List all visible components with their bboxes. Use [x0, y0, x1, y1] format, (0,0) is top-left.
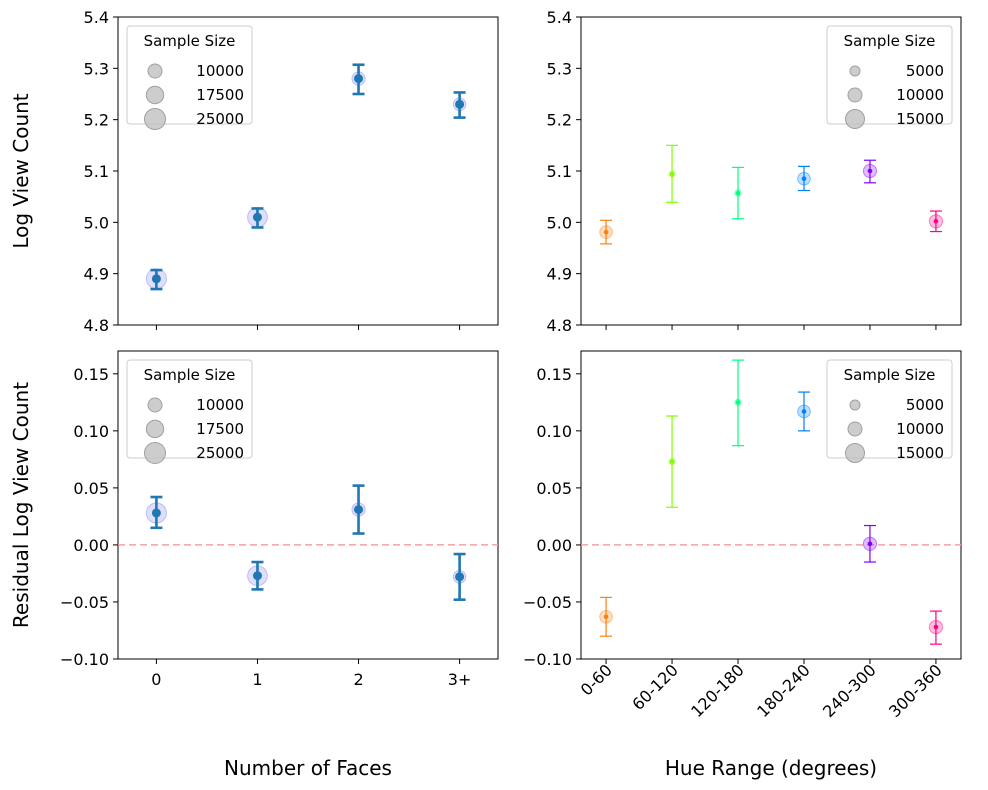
ytick-label: 0.05	[73, 479, 109, 498]
ytick-label: 5.2	[84, 111, 109, 130]
xtick-label: 2	[353, 670, 363, 689]
legend-label: 15000	[896, 110, 944, 128]
data-point	[867, 168, 873, 174]
legend-marker	[847, 421, 863, 437]
xtick-label: 300-360	[885, 660, 946, 721]
legend-title: Sample Size	[844, 366, 936, 384]
legend-label: 10000	[896, 86, 944, 104]
xtick-label: 3+	[448, 670, 472, 689]
data-point	[933, 219, 939, 224]
legend-marker	[849, 65, 861, 77]
ytick-label: 0.00	[73, 536, 109, 555]
legend-label: 10000	[196, 62, 244, 80]
ytick-label: 0.00	[536, 536, 572, 555]
data-point	[151, 274, 161, 284]
legend-marker	[145, 85, 165, 105]
data-point	[867, 541, 873, 547]
ylabel-top: Log View Count	[9, 93, 33, 248]
legend-label: 25000	[196, 110, 244, 128]
ytick-label: 5.1	[84, 162, 109, 181]
legend-marker	[849, 399, 861, 411]
ytick-label: 5.1	[547, 162, 572, 181]
xlabel-right: Hue Range (degrees)	[665, 756, 877, 780]
data-point	[933, 624, 939, 630]
xtick-label: 60-120	[628, 660, 682, 714]
data-point	[603, 614, 609, 620]
ytick-label: 5.0	[84, 213, 109, 232]
ytick-label: 5.0	[547, 213, 572, 232]
ytick-label: 0.10	[536, 422, 572, 441]
panel-top-right: 4.8 4.9 5.0 5.1 5.2 5.3 5.4 Sample Size 5000 1000…	[547, 8, 962, 335]
ylabel-bottom: Residual Log View Count	[9, 382, 33, 628]
xtick-label: 0-60	[577, 660, 616, 699]
ytick-label: −0.10	[60, 650, 109, 669]
legend-label: 25000	[196, 444, 244, 462]
ytick-label: 0.15	[73, 365, 109, 384]
panel-bottom-left: −0.10 −0.05 0.00 0.05 0.10 0.15 0 1 2 3+ Sample Si…	[60, 350, 499, 689]
data-point	[354, 505, 364, 515]
ytick-label: 5.2	[547, 111, 572, 130]
xtick-label: 1	[252, 670, 262, 689]
ytick-label: 5.4	[84, 8, 109, 27]
legend-marker	[847, 87, 863, 103]
data-point	[455, 99, 465, 109]
legend-marker	[144, 442, 166, 464]
legend-label: 5000	[906, 62, 944, 80]
ytick-label: 4.8	[547, 316, 572, 335]
axes-frame	[117, 350, 499, 660]
panel-top-left: 4.8 4.9 5.0 5.1 5.2 5.3 5.4 Sample Size 10000 175…	[84, 8, 499, 335]
data-point	[252, 212, 262, 222]
data-point	[354, 74, 364, 84]
xtick-label: 120-180	[687, 660, 748, 721]
data-point	[669, 459, 675, 464]
ytick-label: 4.9	[547, 265, 572, 284]
ytick-label: 0.05	[536, 479, 572, 498]
data-point	[603, 229, 609, 235]
data-point	[735, 400, 741, 405]
legend-marker	[145, 419, 165, 439]
ytick-label: 0.15	[536, 365, 572, 384]
ytick-label: 5.4	[547, 8, 572, 27]
legend: Sample Size 5000 10000 15000	[826, 25, 953, 129]
ytick-label: 5.3	[547, 59, 572, 78]
legend-label: 17500	[196, 86, 244, 104]
legend-marker	[147, 397, 163, 413]
ytick-label: −0.05	[523, 593, 572, 612]
data-point	[252, 571, 262, 581]
legend: Sample Size 10000 17500 25000	[126, 25, 253, 130]
ytick-label: 5.3	[84, 59, 109, 78]
legend-title: Sample Size	[844, 32, 936, 50]
legend-marker	[144, 108, 166, 130]
xtick-label: 180-240	[753, 660, 814, 721]
axes-frame	[580, 350, 962, 660]
data-point	[735, 190, 741, 196]
legend-marker	[845, 109, 865, 129]
legend-label: 10000	[196, 396, 244, 414]
ytick-label: −0.10	[523, 650, 572, 669]
legend: Sample Size 10000 17500 25000	[126, 359, 253, 464]
ytick-label: −0.05	[60, 593, 109, 612]
legend-title: Sample Size	[144, 366, 236, 384]
xtick-label: 240-300	[819, 660, 880, 721]
ytick-label: 4.9	[84, 265, 109, 284]
data-point	[669, 171, 675, 177]
legend: Sample Size 5000 10000 15000	[826, 359, 953, 463]
data-point	[801, 176, 807, 181]
legend-marker	[845, 443, 865, 463]
data-point	[151, 508, 161, 518]
legend-label: 10000	[896, 420, 944, 438]
legend-title: Sample Size	[144, 32, 236, 50]
xlabel-left: Number of Faces	[224, 756, 392, 780]
legend-marker	[147, 63, 163, 79]
data-point	[455, 572, 465, 582]
legend-label: 15000	[896, 444, 944, 462]
data-point	[801, 409, 807, 414]
xtick-label: 0	[151, 670, 161, 689]
panel-bottom-right: −0.10 −0.05 0.00 0.05 0.10 0.15 0-60 60-120 120-…	[523, 350, 962, 721]
legend-label: 17500	[196, 420, 244, 438]
ytick-label: 0.10	[73, 422, 109, 441]
legend-label: 5000	[906, 396, 944, 414]
ytick-label: 4.8	[84, 316, 109, 335]
